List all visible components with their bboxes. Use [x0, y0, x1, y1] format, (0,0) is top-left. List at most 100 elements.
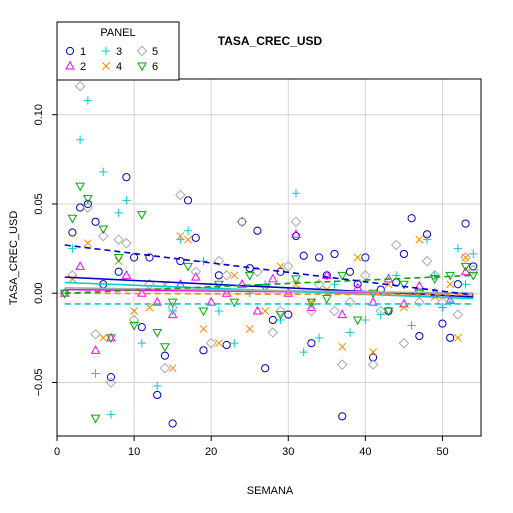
- data-point-1: [83, 199, 92, 209]
- data-point-1: [122, 173, 131, 182]
- legend-label-5: 5: [152, 46, 158, 58]
- data-point-3: [461, 280, 470, 289]
- x-tick-label: 50: [436, 446, 448, 458]
- data-point-3: [83, 96, 93, 105]
- data-point-1: [399, 249, 409, 259]
- data-point-1: [160, 351, 170, 360]
- plot-frame: [56, 78, 482, 437]
- data-point-6: [136, 211, 147, 220]
- data-point-4: [145, 303, 154, 312]
- data-point-6: [106, 334, 116, 344]
- data-point-6: [352, 316, 363, 326]
- data-point-2: [221, 287, 232, 297]
- data-point-3: [168, 306, 177, 316]
- data-point-5: [282, 261, 294, 272]
- legend-label-2: 2: [80, 61, 86, 73]
- data-point-1: [330, 249, 339, 259]
- data-point-1: [261, 364, 270, 373]
- data-point-3: [345, 328, 355, 337]
- data-point-3: [153, 381, 162, 391]
- data-point-1: [106, 372, 116, 382]
- data-point-5: [205, 337, 217, 349]
- data-point-1: [145, 253, 154, 262]
- data-point-5: [344, 296, 356, 308]
- legend-marker-3: [101, 46, 111, 56]
- data-point-5: [421, 255, 433, 267]
- y-axis: −0.05 0.00 0.05 0.10: [33, 104, 57, 396]
- data-point-3: [106, 410, 116, 419]
- data-point-4: [399, 303, 408, 312]
- data-point-2: [152, 296, 163, 306]
- x-tick-label: 10: [128, 446, 140, 458]
- data-point-5: [367, 359, 379, 370]
- data-point-4: [130, 307, 139, 316]
- trend-line-1: [64, 276, 474, 298]
- data-point-3: [75, 135, 85, 144]
- data-point-1: [253, 226, 262, 235]
- data-point-1: [191, 233, 200, 242]
- data-point-3: [299, 347, 308, 357]
- y-tick-label: 0.05: [33, 193, 45, 214]
- data-point-1: [407, 214, 416, 223]
- data-point-3: [469, 249, 478, 259]
- data-point-6: [429, 275, 440, 285]
- data-point-6: [321, 295, 332, 304]
- data-point-3: [407, 321, 416, 330]
- data-point-3: [183, 226, 193, 235]
- data-point-5: [460, 252, 471, 263]
- data-point-3: [176, 235, 185, 244]
- data-point-4: [214, 339, 223, 348]
- data-point-2: [291, 229, 301, 238]
- legend-title: PANEL: [100, 27, 135, 39]
- data-point-1: [415, 331, 424, 341]
- legend-marker-5: [136, 45, 148, 57]
- data-point-6: [98, 225, 109, 235]
- data-point-3: [291, 189, 301, 198]
- data-point-1: [129, 253, 139, 262]
- data-point-4: [353, 253, 362, 262]
- data-points: [59, 80, 479, 428]
- data-point-5: [90, 328, 101, 340]
- data-point-5: [267, 327, 279, 338]
- data-point-6: [67, 214, 78, 224]
- data-point-5: [398, 337, 410, 349]
- data-point-4: [292, 280, 300, 289]
- data-point-6: [460, 262, 471, 272]
- data-point-1: [176, 256, 185, 266]
- trend-line-4: [64, 292, 474, 296]
- data-point-5: [414, 296, 425, 308]
- data-point-2: [136, 287, 147, 297]
- data-point-6: [75, 182, 85, 192]
- legend-marker-4: [102, 62, 110, 70]
- data-point-5: [221, 270, 232, 281]
- data-point-4: [199, 324, 208, 333]
- data-point-2: [106, 332, 116, 342]
- data-point-1: [368, 353, 378, 362]
- data-point-6: [183, 262, 193, 272]
- trend-line-extra: [64, 244, 474, 296]
- data-point-5: [329, 305, 340, 317]
- data-point-1: [315, 253, 324, 262]
- data-point-1: [461, 219, 470, 228]
- data-point-5: [74, 80, 86, 92]
- data-point-5: [175, 189, 186, 201]
- data-point-1: [376, 285, 385, 294]
- data-point-5: [128, 314, 140, 326]
- data-point-5: [167, 302, 178, 313]
- data-point-1: [446, 333, 455, 342]
- data-point-2: [252, 305, 263, 315]
- data-point-5: [113, 234, 124, 245]
- chart-title: TASA_CREC_USD: [218, 34, 323, 48]
- data-point-1: [183, 196, 193, 205]
- legend-label-1: 1: [80, 46, 86, 58]
- data-point-5: [105, 377, 117, 388]
- data-point-5: [429, 270, 441, 281]
- data-point-4: [68, 274, 77, 283]
- data-point-5: [437, 296, 448, 308]
- trend-line-6: [64, 274, 474, 294]
- data-point-3: [422, 235, 432, 244]
- data-point-3: [453, 244, 463, 253]
- data-point-1: [307, 339, 316, 348]
- data-point-6: [113, 254, 124, 263]
